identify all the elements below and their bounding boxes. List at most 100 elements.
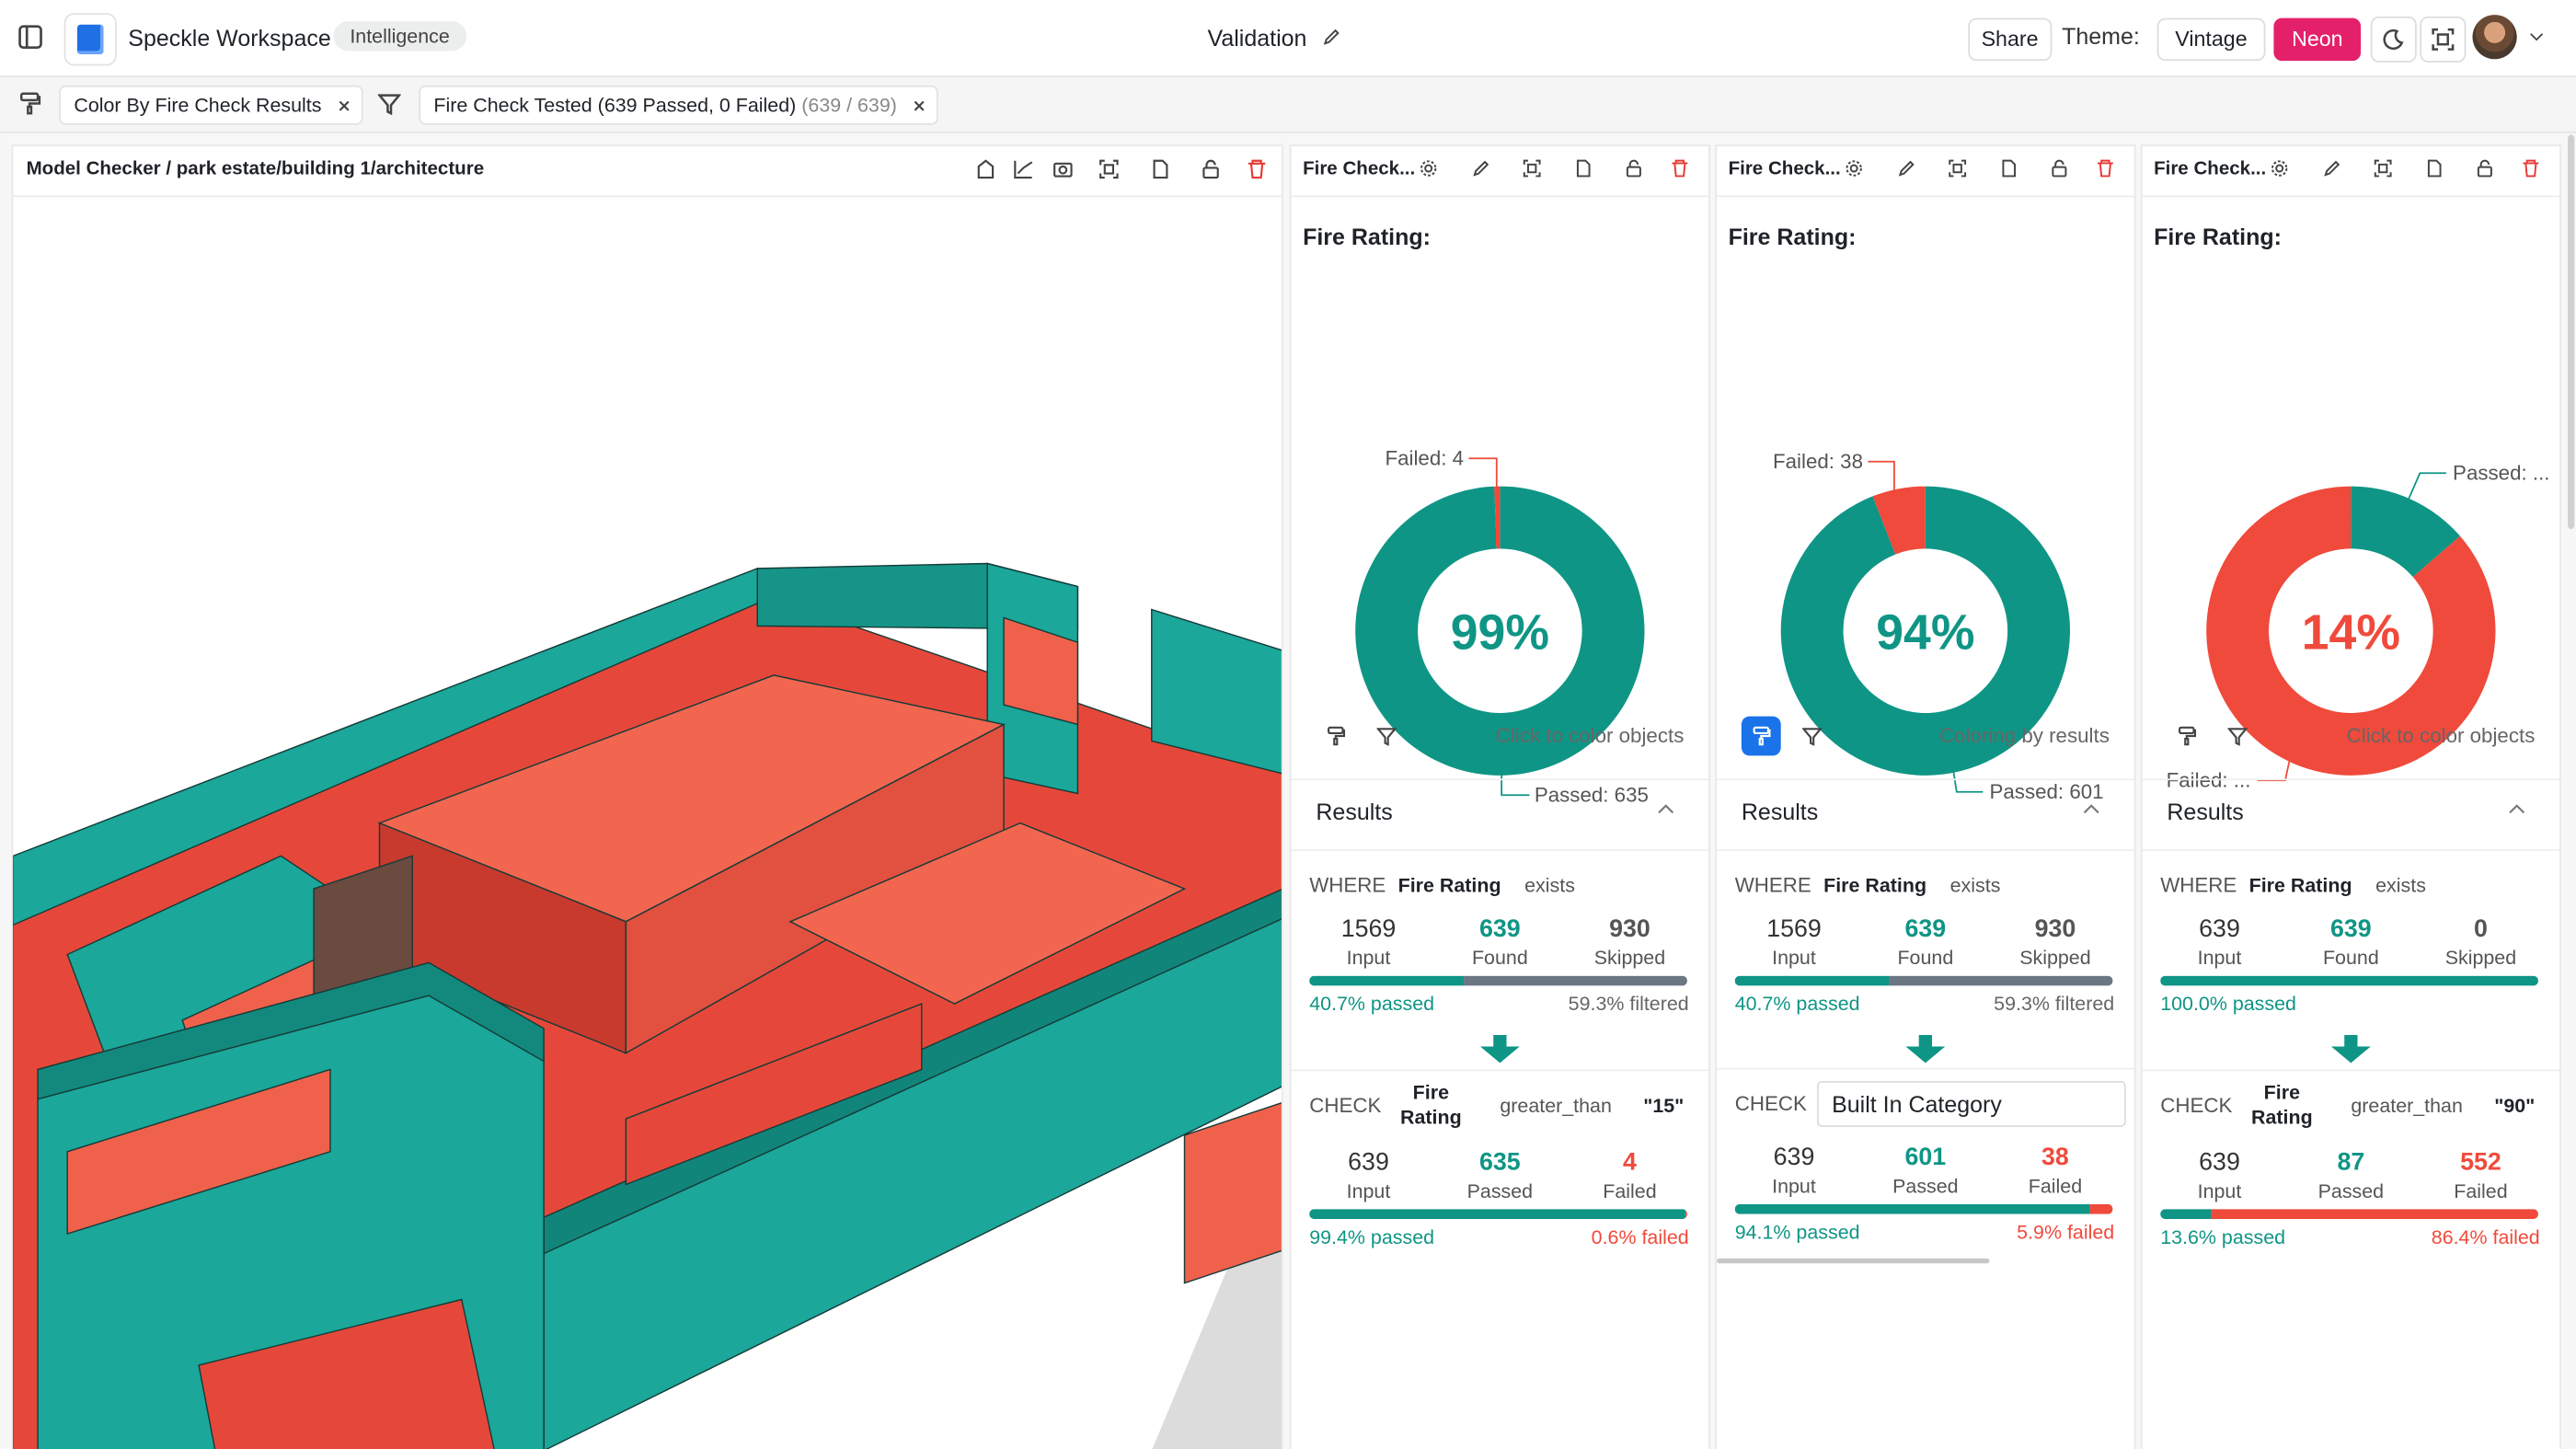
- menu-chevron[interactable]: [2528, 28, 2545, 44]
- color-icon-part: [1753, 726, 1770, 735]
- fullscreen-button[interactable]: [2420, 16, 2467, 63]
- logo[interactable]: [63, 13, 117, 66]
- filter-chip[interactable]: Fire Check Tested (639 Passed, 0 Failed)…: [419, 85, 938, 125]
- flow-arrow: [2330, 1034, 2371, 1064]
- filter-icon[interactable]: [2227, 726, 2248, 746]
- trash-icon-part: [1672, 159, 1688, 178]
- sidebar-toggle[interactable]: [18, 25, 43, 50]
- focus-icon-part: [2374, 159, 2392, 178]
- pencil-icon[interactable]: [1897, 159, 1915, 178]
- color-icon-part: [1333, 737, 1339, 746]
- operator: greater_than: [1500, 1094, 1612, 1118]
- share-button[interactable]: Share: [1968, 17, 2052, 62]
- metric-label: Input: [2197, 1179, 2242, 1203]
- donut-chart: 14%Failed: ...Passed: ...: [2167, 461, 2550, 791]
- edit-icon[interactable]: [1322, 28, 1340, 46]
- trash-icon[interactable]: [1671, 159, 1689, 178]
- camera-icon[interactable]: [1053, 159, 1073, 178]
- moon-icon: [2383, 29, 2404, 50]
- collapse-icon[interactable]: [2507, 800, 2526, 820]
- gear-icon[interactable]: [2271, 159, 2289, 178]
- bar-passed: [1734, 1203, 2090, 1214]
- doc-icon[interactable]: [2425, 159, 2444, 178]
- color-icon-part: [1760, 729, 1771, 740]
- gear-icon[interactable]: [1845, 159, 1863, 178]
- metric-label: Input: [1346, 946, 1391, 970]
- pencil-icon[interactable]: [2323, 159, 2341, 178]
- keyword: WHERE: [1309, 873, 1386, 897]
- focus-icon[interactable]: [1949, 159, 1967, 178]
- leader-line: [1952, 770, 1984, 793]
- model-view[interactable]: [13, 195, 1282, 1449]
- color-icon[interactable]: [1752, 726, 1771, 746]
- metric-label: Skipped: [1593, 946, 1666, 970]
- theme-button[interactable]: Neon: [2273, 17, 2362, 62]
- trash-icon[interactable]: [2097, 159, 2115, 178]
- gear-icon[interactable]: [1420, 159, 1438, 178]
- lock-icon[interactable]: [1625, 159, 1643, 178]
- lock-icon[interactable]: [2051, 159, 2069, 178]
- viewer-card: Model Checker / park estate/building 1/a…: [11, 144, 1283, 1449]
- badge: Intelligence: [333, 21, 466, 52]
- focus-icon[interactable]: [1099, 159, 1119, 179]
- pencil-icon[interactable]: [1472, 159, 1490, 178]
- lock-icon-part: [2479, 159, 2490, 167]
- page-title[interactable]: Validation: [1207, 24, 1307, 52]
- chip-close[interactable]: [914, 100, 926, 111]
- passed-text: 13.6% passed: [2160, 1225, 2286, 1249]
- flow-arrow: [1479, 1034, 1520, 1064]
- card-header: Fire Check...: [1291, 146, 1709, 198]
- bar-failed: [2089, 1203, 2113, 1214]
- filter-bar: Color By Fire Check Results Fire Check T…: [0, 76, 2576, 133]
- chip-text: Fire Check Tested (639 Passed, 0 Failed): [433, 93, 797, 117]
- filter-icon[interactable]: [377, 92, 401, 115]
- color-icon[interactable]: [2177, 726, 2197, 746]
- donut-label: Passed: 601: [1989, 780, 2103, 803]
- metric-value: 601: [1904, 1143, 1947, 1172]
- theme-button[interactable]: Vintage: [2156, 17, 2266, 62]
- metric-label: Found: [2322, 946, 2379, 970]
- metric-value: 87: [2337, 1148, 2365, 1177]
- filter-icon[interactable]: [1376, 726, 1397, 746]
- section-divider: [1717, 1067, 2134, 1070]
- arrow-shape: [1905, 1034, 1946, 1064]
- focus-icon[interactable]: [1523, 159, 1541, 178]
- lock-icon[interactable]: [1201, 159, 1220, 179]
- failed-text: 0.6% failed: [1591, 1225, 1689, 1249]
- color-button[interactable]: [1741, 716, 1781, 756]
- color-icon[interactable]: [1326, 726, 1346, 746]
- filter-icon[interactable]: [1801, 726, 1823, 746]
- color-icon-part: [2185, 729, 2197, 740]
- doc-icon[interactable]: [1150, 159, 1169, 179]
- home-icon[interactable]: [976, 159, 995, 179]
- field: Fire Rating: [2248, 873, 2352, 897]
- trash-icon[interactable]: [2522, 159, 2540, 178]
- doc-icon-part: [2002, 159, 2017, 178]
- collapse-icon[interactable]: [1656, 800, 1675, 820]
- passed-text: 94.1% passed: [1734, 1220, 1860, 1244]
- metric-value: 1569: [1766, 914, 1822, 943]
- model-wall: [1003, 616, 1079, 726]
- results-divider: [1291, 778, 1709, 781]
- operand: "90": [2494, 1094, 2536, 1118]
- lock-icon[interactable]: [2476, 159, 2494, 178]
- chip-close[interactable]: [338, 100, 350, 111]
- collapse-icon-part: [2509, 804, 2525, 814]
- chart-icon[interactable]: [1014, 159, 1033, 179]
- avatar[interactable]: [2472, 15, 2517, 60]
- focus-icon[interactable]: [2374, 159, 2392, 178]
- metric-value: 930: [2034, 914, 2076, 943]
- check-card: Fire Check... Fire Rating: 94% Failed: 38 Pa…: [1715, 144, 2136, 1449]
- doc-icon[interactable]: [1999, 159, 2018, 178]
- leader-line: [1468, 457, 1498, 546]
- delete-icon[interactable]: [1247, 159, 1266, 179]
- metric-label: Passed: [2317, 1179, 2385, 1203]
- card-title: Fire Check...: [1728, 159, 1841, 179]
- color-chip[interactable]: Color By Fire Check Results: [59, 85, 363, 125]
- color-icon[interactable]: [18, 92, 41, 115]
- dark-mode-button[interactable]: [2370, 16, 2417, 63]
- doc-icon[interactable]: [1574, 159, 1593, 178]
- collapse-icon[interactable]: [2081, 800, 2100, 820]
- collapse-icon-part: [2083, 804, 2099, 814]
- action-text: Coloring by results: [1939, 724, 2110, 748]
